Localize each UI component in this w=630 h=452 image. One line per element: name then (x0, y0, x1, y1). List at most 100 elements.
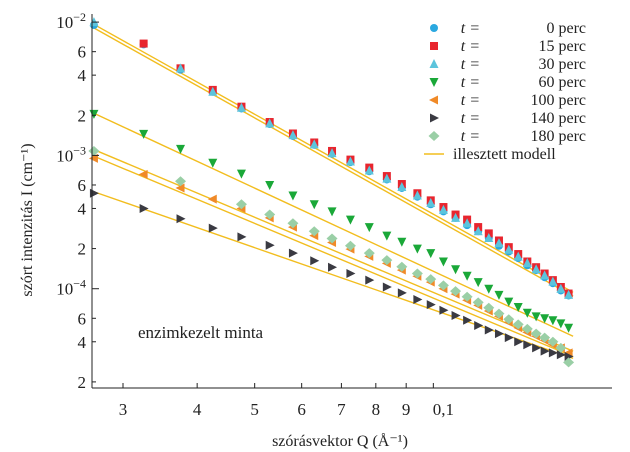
data-point (138, 169, 148, 179)
fit-line (91, 26, 574, 297)
y-tick-label: 2 (78, 373, 87, 392)
legend-t-label: t = (461, 128, 480, 145)
data-point (364, 223, 374, 233)
data-point (564, 289, 574, 299)
data-point (532, 343, 542, 353)
legend-marker (429, 59, 439, 68)
data-point (451, 265, 461, 275)
legend-t-label: t = (461, 110, 480, 127)
y-tick-label: 6 (78, 176, 87, 195)
y-tick-label: 4 (78, 66, 87, 85)
y-tick-label: 2 (78, 106, 87, 125)
x-tick-label: 9 (402, 400, 411, 419)
legend-time-label: 15 perc (538, 38, 586, 55)
data-point (484, 325, 494, 335)
fit-line (91, 111, 574, 337)
data-point (530, 328, 542, 339)
y-tick-label: 4 (78, 199, 87, 218)
data-point (396, 261, 408, 272)
data-point (439, 305, 449, 315)
data-point (484, 233, 494, 243)
legend-t-label: t = (461, 92, 480, 109)
data-point (437, 280, 449, 291)
data-point (462, 218, 472, 228)
annotation-enzimkezelt-minta: enzimkezelt minta (138, 323, 264, 342)
data-point (235, 199, 247, 210)
fit-line (91, 148, 574, 352)
legend-t-label: t = (461, 38, 480, 55)
data-point (345, 156, 355, 166)
data-point (539, 332, 551, 343)
data-point (397, 181, 407, 191)
y-tick-label: 6 (78, 309, 87, 328)
data-point (450, 286, 462, 297)
data-point (474, 320, 484, 330)
data-point (236, 169, 246, 179)
legend-time-label: 30 perc (538, 56, 586, 73)
legend-t-label: t = (461, 56, 480, 73)
data-point (555, 342, 567, 353)
data-point (438, 204, 448, 214)
data-point (463, 315, 473, 325)
y-tick-label: 2 (78, 240, 87, 259)
data-point (523, 340, 533, 350)
data-point (207, 194, 217, 204)
data-point (365, 275, 375, 285)
legend-marker (430, 113, 439, 123)
data-point (494, 329, 504, 339)
legend-marker (430, 24, 438, 32)
data-point (175, 176, 187, 187)
data-point (522, 308, 532, 318)
data-point (540, 270, 550, 280)
x-axis-label: szórásvektor Q (Å⁻¹) (272, 432, 408, 450)
data-point (328, 262, 338, 272)
data-point (265, 180, 275, 190)
data-point (176, 144, 186, 154)
legend-marker (430, 42, 438, 50)
data-point (309, 139, 319, 149)
data-point (564, 352, 574, 362)
data-point (88, 145, 100, 156)
data-point (364, 165, 374, 175)
y-tick-label: 10−2 (56, 10, 86, 32)
fit-line (91, 154, 574, 358)
data-point (309, 200, 319, 210)
data-point (425, 274, 437, 285)
fit-line (91, 22, 574, 293)
legend-marker (429, 95, 438, 105)
data-point (484, 284, 494, 294)
data-point (462, 271, 472, 281)
data-point (473, 226, 483, 236)
legend-fit-label: illesztett modell (453, 146, 556, 163)
data-point (426, 300, 436, 310)
data-point (556, 319, 566, 329)
x-tick-label: 3 (119, 400, 128, 419)
data-point (310, 256, 320, 266)
data-point (176, 63, 186, 73)
x-tick-label: 7 (337, 400, 346, 419)
data-point (265, 240, 275, 250)
data-point (236, 102, 246, 112)
data-point (237, 232, 247, 242)
data-point (327, 207, 337, 217)
data-point (513, 251, 523, 261)
data-point (522, 257, 532, 267)
y-tick-label: 4 (78, 333, 87, 352)
data-point (176, 214, 186, 224)
data-point (382, 231, 392, 241)
data-point (264, 209, 276, 220)
data-point (472, 297, 484, 308)
data-point (548, 316, 558, 326)
data-point (513, 302, 523, 312)
series-3 (89, 109, 574, 333)
data-point (494, 238, 504, 248)
legend-t-label: t = (461, 74, 480, 91)
data-point (208, 86, 218, 96)
data-point (208, 223, 218, 233)
data-point (139, 129, 149, 139)
data-point (381, 255, 393, 266)
y-tick-label: 6 (78, 43, 87, 62)
y-tick-label: 10−3 (56, 143, 86, 165)
data-point (382, 173, 392, 183)
